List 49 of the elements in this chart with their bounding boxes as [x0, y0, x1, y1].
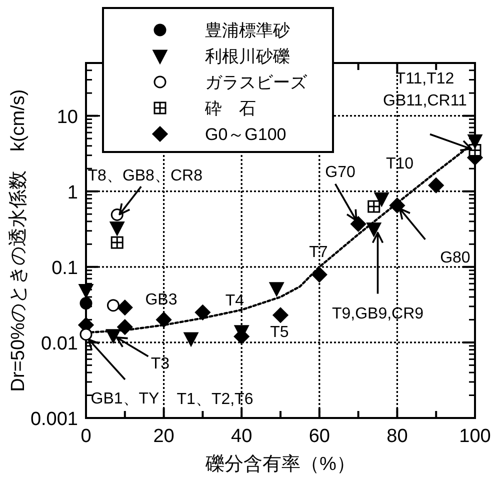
- x-tick-label: 20: [153, 426, 174, 447]
- annotation: GB1、TY: [90, 390, 160, 408]
- annotation: G80: [440, 249, 470, 266]
- annotation: T10: [386, 156, 414, 173]
- annotation: T8、GB8、CR8: [88, 168, 203, 185]
- point: [272, 307, 288, 323]
- y-tick-label: 0.01: [41, 333, 78, 354]
- annotation: T1、T2,T6: [176, 391, 254, 408]
- x-tick-label: 100: [459, 426, 491, 447]
- legend-label: ガラスビーズ: [205, 73, 308, 92]
- annotation: T11,T12 GB11,CR11: [383, 70, 468, 110]
- y-tick-label: 1: [67, 182, 78, 204]
- point: [468, 134, 482, 148]
- legend-label: 豊浦標準砂: [205, 21, 290, 40]
- point: [366, 222, 382, 236]
- point: [374, 192, 389, 206]
- point: [106, 329, 120, 344]
- legend-label: 砕 石: [204, 99, 256, 118]
- point: [78, 284, 94, 298]
- point: [117, 300, 133, 316]
- y-axis-title: Dr=50%のときの透水係数 k(cm/s): [8, 89, 29, 392]
- point: [106, 299, 120, 312]
- annotation: T3: [150, 355, 170, 372]
- annotation: GB3: [145, 291, 178, 308]
- point: [117, 319, 133, 335]
- x-tick-label: 40: [231, 426, 252, 447]
- x-tick-label: 0: [80, 426, 92, 447]
- point: [80, 328, 92, 341]
- point: [184, 332, 198, 346]
- annotation: T5: [270, 324, 289, 342]
- annotation: G70: [325, 164, 356, 181]
- legend-label: 利根川砂礫: [205, 47, 290, 66]
- x-tick-label: 60: [308, 426, 330, 447]
- legend-label: G0～G100: [205, 125, 286, 144]
- point: [269, 282, 284, 296]
- point: [428, 178, 444, 194]
- y-tick-label: 10: [56, 106, 78, 128]
- x-tick-label: 80: [386, 426, 408, 447]
- y-tick-label: 0.1: [52, 258, 78, 279]
- annotation: T9,GB9,CR9: [332, 306, 424, 323]
- x-axis-title: 礫分含有率（%）: [204, 453, 356, 475]
- point: [389, 198, 405, 214]
- point: [156, 312, 172, 328]
- point: [110, 221, 124, 236]
- annotation: T7: [309, 244, 328, 262]
- y-tick-label: 0.001: [30, 409, 78, 430]
- point: [350, 216, 366, 232]
- point: [194, 304, 210, 320]
- point: [312, 266, 328, 282]
